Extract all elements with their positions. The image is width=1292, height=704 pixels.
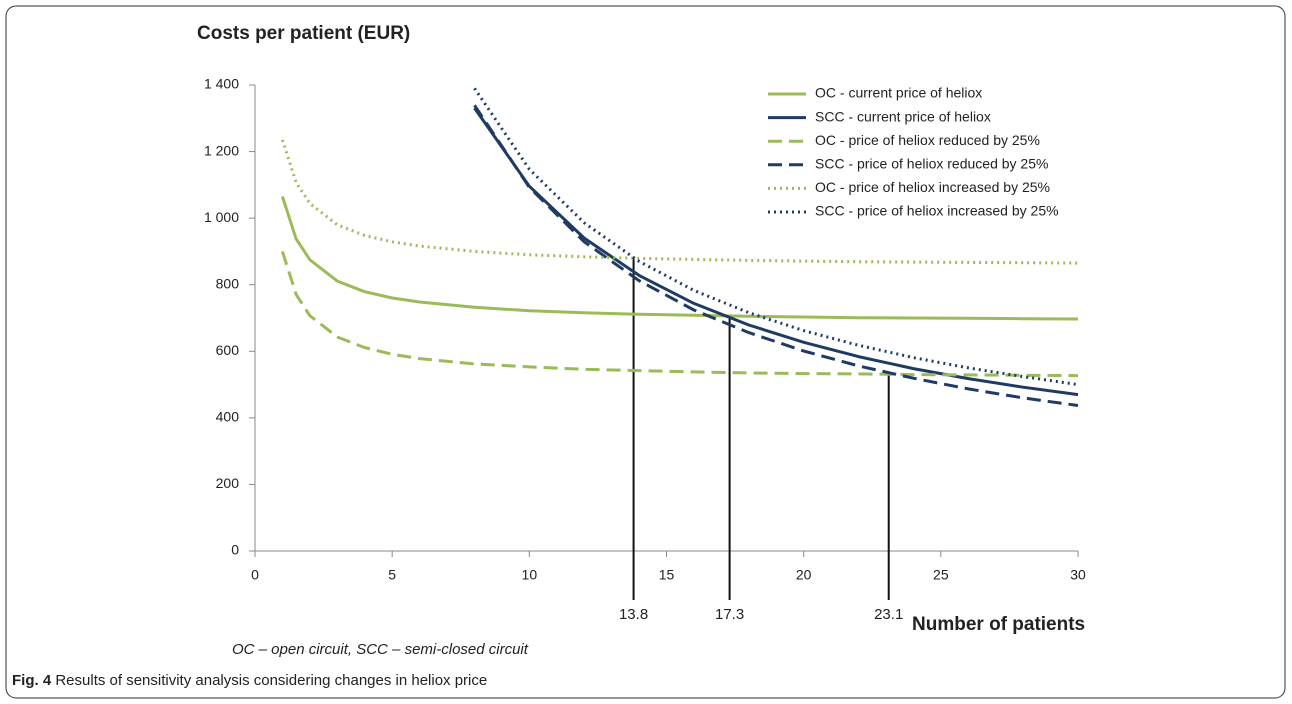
footnote: OC – open circuit, SCC – semi-closed cir… [232, 641, 529, 658]
y-tick-label: 800 [216, 275, 240, 291]
y-axis-label: Costs per patient (EUR) [197, 23, 410, 44]
caption: Fig. 4 Results of sensitivity analysis c… [12, 672, 487, 689]
x-tick-label: 30 [1070, 567, 1086, 583]
frame [5, 5, 1286, 699]
series-line [473, 104, 1079, 407]
legend-label: OC - price of heliox reduced by 25% [815, 132, 1040, 148]
y-tick-label: 600 [216, 342, 240, 358]
y-tick-label: 1 000 [204, 209, 239, 225]
legend-label: OC - current price of heliox [815, 85, 982, 101]
caption-label: Fig. 4 [12, 672, 52, 689]
y-tick-label: 0 [231, 542, 239, 558]
intersection-label: 17.3 [715, 606, 744, 623]
y-tick-label: 1 400 [204, 76, 239, 92]
intersection-label: 23.1 [874, 606, 903, 623]
series-line [473, 87, 1079, 387]
x-tick-label: 20 [796, 567, 812, 583]
intersection-label: 13.8 [619, 606, 648, 623]
y-tick-label: 200 [216, 475, 240, 491]
x-tick-label: 15 [659, 567, 675, 583]
series-line [280, 250, 1079, 378]
legend-label: SCC - price of heliox reduced by 25% [815, 156, 1048, 172]
series-line [473, 107, 1079, 397]
x-tick-label: 0 [251, 567, 259, 583]
y-tick-label: 400 [216, 409, 240, 425]
x-tick-label: 10 [522, 567, 538, 583]
series-line [280, 139, 1079, 265]
series-line [280, 196, 1079, 321]
y-tick-label: 1 200 [204, 142, 239, 158]
x-tick-label: 25 [933, 567, 949, 583]
x-tick-label: 5 [388, 567, 396, 583]
x-axis-label: Number of patients [912, 614, 1085, 635]
legend-label: SCC - current price of heliox [815, 108, 991, 124]
legend-label: OC - price of heliox increased by 25% [815, 179, 1050, 195]
caption-text: Results of sensitivity analysis consider… [55, 672, 487, 689]
legend-label: SCC - price of heliox increased by 25% [815, 203, 1059, 219]
